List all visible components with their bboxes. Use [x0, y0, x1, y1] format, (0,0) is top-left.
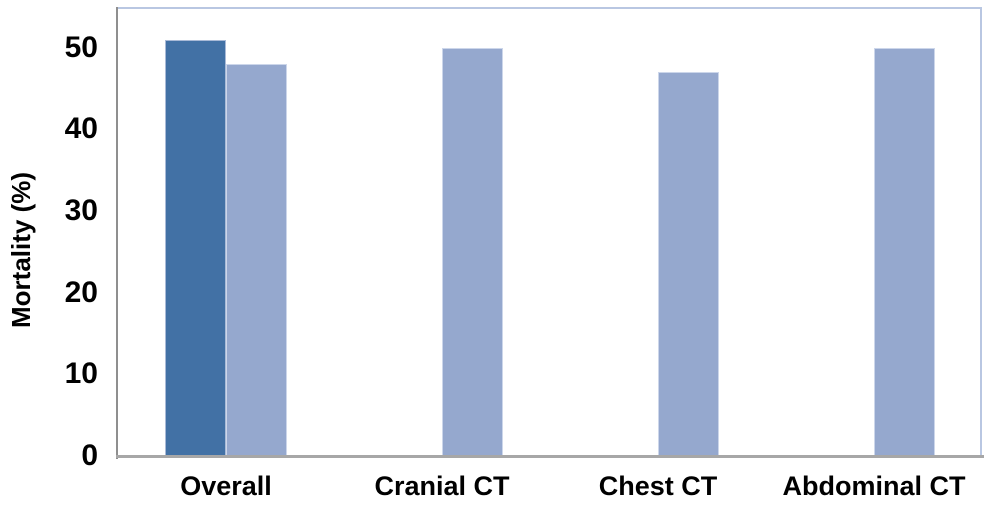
y-axis-tick-20: 20 [64, 275, 98, 309]
bar-chest-ct-subgroup-light-series [658, 72, 719, 456]
bar-abdominal-ct-subgroup-light-series [874, 48, 935, 456]
x-axis-line [116, 455, 984, 458]
x-axis-label-chest-ct: Chest CT [598, 471, 718, 501]
y-axis-tick-30: 30 [64, 194, 98, 228]
x-axis-label-overall: Overall [180, 471, 272, 501]
x-axis-label-abdominal-ct: Abdominal CT [782, 471, 966, 501]
y-axis-tick-10: 10 [64, 357, 98, 391]
bar-cranial-ct-subgroup-light-series [442, 48, 503, 456]
bar-overall-subgroup-light-series [226, 64, 287, 456]
bar-overall-overall-dark-series [165, 40, 226, 456]
y-axis-tick-0: 0 [81, 439, 98, 472]
y-axis-line [116, 7, 118, 459]
y-axis-tick-40: 40 [64, 112, 98, 146]
x-axis-label-cranial-ct: Cranial CT [374, 471, 510, 501]
y-axis-tick-50: 50 [64, 30, 98, 64]
